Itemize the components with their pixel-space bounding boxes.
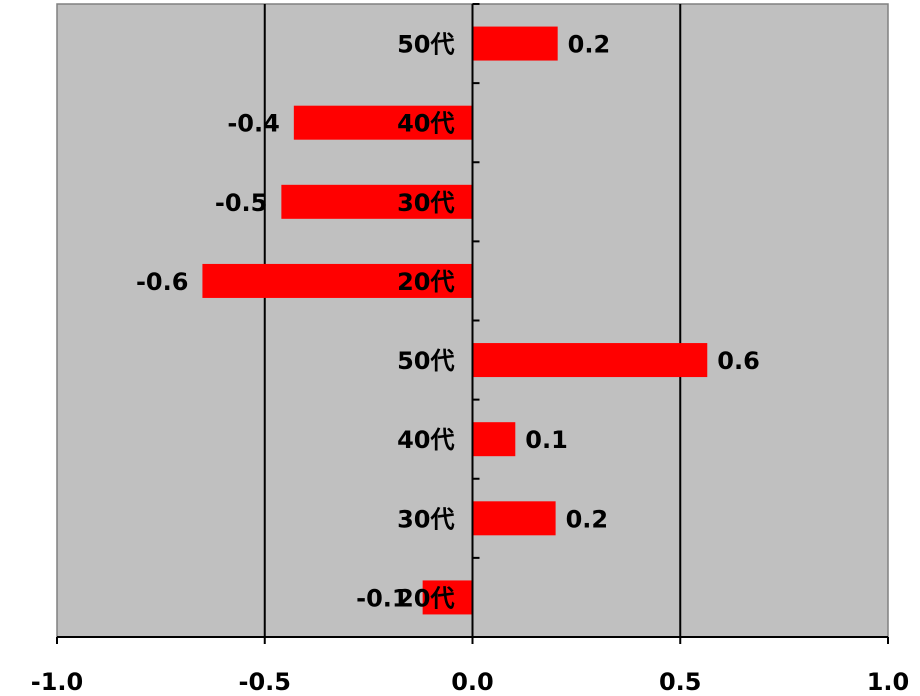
category-label: 30代 (397, 189, 454, 217)
bar (202, 263, 473, 298)
data-label: 0.2 (568, 31, 611, 59)
labels: 50代 0.2 40代 -0.4 30代 -0.5 20代 -0.6 50代 0.6 40代 0.1 3… (136, 31, 760, 613)
bar (281, 184, 473, 219)
data-label: 0.6 (717, 347, 760, 375)
data-label: 0.2 (566, 505, 609, 533)
data-label: -0.4 (227, 110, 279, 138)
gridlines (263, 4, 682, 637)
x-tick-label: 0.5 (659, 668, 702, 696)
category-label: 40代 (397, 426, 454, 454)
x-tick-label: -0.5 (239, 668, 291, 696)
bar (472, 422, 516, 457)
x-tick-label: -1.0 (31, 668, 83, 696)
category-label: 50代 (397, 31, 454, 59)
data-label: -0.6 (136, 268, 188, 296)
bar (472, 501, 556, 536)
data-label: -0.5 (215, 189, 267, 217)
bars (202, 26, 708, 615)
data-label: 0.1 (525, 426, 568, 454)
category-label: 30代 (397, 505, 454, 533)
bar (472, 26, 558, 61)
bar (422, 580, 473, 615)
x-tick-label: 0.0 (451, 668, 494, 696)
axes: -1.0 -0.5 0.0 0.5 1.0 (31, 3, 910, 696)
bar (293, 105, 473, 140)
category-label: 20代 (397, 584, 454, 612)
data-label: -0.1 (356, 584, 408, 612)
category-label: 20代 (397, 268, 454, 296)
category-label: 50代 (397, 347, 454, 375)
category-label: 40代 (397, 110, 454, 138)
bar (472, 343, 708, 378)
x-tick-label: 1.0 (867, 668, 910, 696)
